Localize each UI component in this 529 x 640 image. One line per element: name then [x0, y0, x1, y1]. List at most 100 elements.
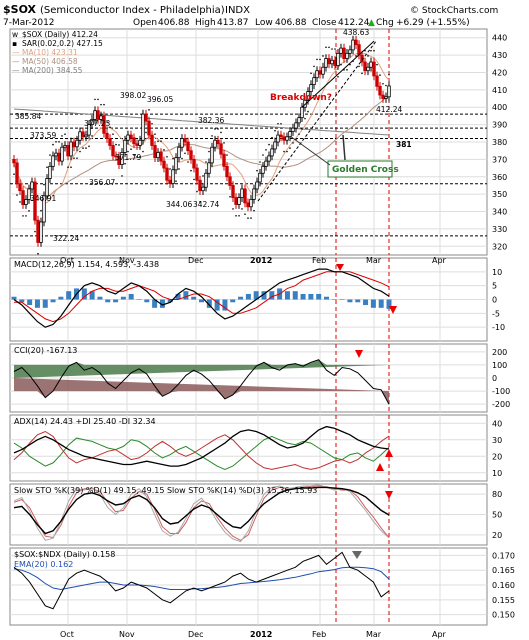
- macd-histogram-bar: [175, 293, 181, 300]
- sar-dot: [280, 122, 282, 125]
- sar-dot: [235, 214, 237, 217]
- chart-date: 7-Mar-2012: [3, 18, 55, 28]
- macd-histogram-bar: [316, 293, 322, 300]
- macd-histogram-bar: [331, 299, 337, 300]
- candle-body: [129, 134, 133, 139]
- candle-body: [153, 145, 157, 159]
- y-tick-label: 430: [492, 51, 507, 60]
- candle-body: [177, 146, 181, 159]
- candle-body: [279, 134, 283, 138]
- sar-dot: [67, 166, 69, 169]
- x-tick-label: Dec: [188, 256, 203, 265]
- sar-dot: [181, 157, 183, 160]
- macd-histogram-bar: [347, 299, 353, 303]
- candle-body: [75, 139, 79, 148]
- down-arrow-icon: [355, 350, 363, 358]
- y-tick-label: 30: [492, 436, 502, 445]
- candle-body: [309, 84, 313, 92]
- candle-body: [15, 162, 19, 185]
- sar-dot: [34, 230, 36, 233]
- y-tick-label: 50: [492, 511, 502, 520]
- legend-entry: MA(200) 384.55: [22, 66, 83, 75]
- sar-dot: [238, 214, 240, 217]
- sar-dot: [361, 72, 363, 75]
- macd-line: [13, 268, 390, 328]
- sar-dot: [127, 150, 129, 153]
- sar-dot: [370, 49, 372, 52]
- sar-dot: [307, 110, 309, 113]
- candle-body: [312, 77, 316, 86]
- candle-body: [111, 145, 115, 157]
- golden-cross-pointer: [342, 134, 346, 161]
- sar-dot: [253, 209, 255, 212]
- x-tick-label: 2012: [250, 630, 272, 639]
- candle-body: [366, 66, 370, 72]
- sar-dot: [76, 157, 78, 159]
- candle-body: [57, 152, 61, 162]
- y-tick-label: 200: [492, 348, 507, 357]
- sar-dot: [169, 168, 171, 170]
- sar-dot: [121, 175, 123, 177]
- candle-body: [372, 61, 376, 77]
- high-value: 413.87: [217, 18, 249, 28]
- sar-dot: [346, 69, 348, 71]
- y-tick-label: 20: [492, 452, 502, 461]
- sar-dot: [124, 162, 126, 165]
- candle-body: [363, 61, 367, 72]
- price-label: 377.23: [84, 119, 110, 128]
- sar-dot: [61, 135, 63, 137]
- candle-body: [234, 197, 238, 205]
- candle-body: [162, 160, 166, 169]
- legend-entry: SAR(0.02,0.2) 427.15: [22, 39, 103, 48]
- sar-dot: [232, 208, 234, 210]
- sar-dot: [337, 76, 339, 78]
- legend-entry: MA(50) 406.58: [22, 57, 78, 66]
- sar-dot: [208, 150, 210, 153]
- sar-dot: [226, 154, 228, 156]
- sar-dot: [202, 175, 204, 177]
- sar-dot: [58, 141, 60, 143]
- candle-body: [336, 52, 340, 66]
- candle-body: [207, 162, 211, 174]
- candle-body: [300, 106, 304, 119]
- sar-dot: [73, 157, 75, 159]
- candle-body: [345, 52, 349, 59]
- candle-body: [114, 155, 118, 158]
- y-tick-label: -200: [492, 400, 510, 409]
- sar-dot: [268, 143, 270, 146]
- legend-entry: MA(10) 423.31: [22, 48, 78, 57]
- channel-line: [301, 40, 375, 108]
- sar-dot: [310, 72, 312, 75]
- sar-dot: [133, 154, 135, 156]
- sar-dot: [157, 140, 159, 142]
- golden-cross-box: [327, 160, 393, 178]
- y-tick-label: 400: [492, 103, 507, 112]
- ma50-line: [13, 95, 390, 201]
- x-tick-label: Feb: [312, 630, 326, 639]
- sar-dot: [283, 150, 285, 153]
- candle-body: [315, 70, 319, 79]
- y-tick-label: 340: [492, 208, 507, 217]
- sar-dot: [367, 55, 369, 57]
- sar-dot: [229, 195, 231, 198]
- sar-dot: [265, 149, 267, 151]
- golden-cross-pointer: [289, 135, 331, 166]
- open-value: 406.88: [158, 18, 190, 28]
- macd-histogram-bar: [58, 296, 64, 300]
- candle-body: [36, 219, 40, 243]
- candle-body: [60, 146, 64, 162]
- macd-histogram-bar: [324, 296, 329, 300]
- stoch-k39-line: [13, 486, 390, 535]
- y-tick-label: -10: [492, 323, 505, 332]
- candle-body: [147, 120, 151, 136]
- up-arrow-icon: [385, 449, 393, 457]
- adx-line: [13, 425, 390, 467]
- candle-body: [261, 165, 265, 174]
- sar-dot: [241, 208, 243, 210]
- brand-logo[interactable]: © StockCharts.com: [410, 6, 498, 16]
- candle-body: [204, 172, 208, 188]
- price-panel: 320 330 340 350 360 370 380 390 400 410 420 430 440: [9, 28, 507, 256]
- adx-series: [13, 425, 393, 471]
- ratio-series: [13, 551, 390, 610]
- x-tick-label: Feb: [312, 256, 326, 265]
